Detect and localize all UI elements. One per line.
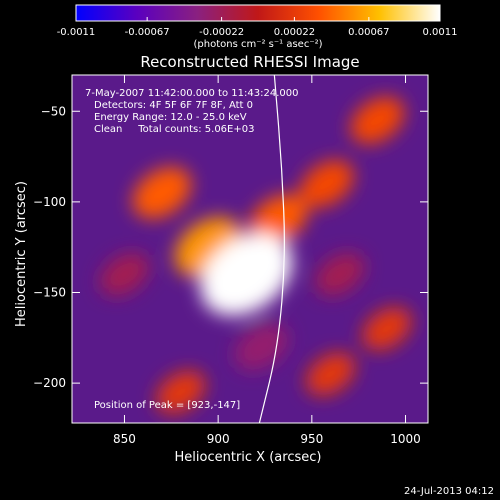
generation-date: 24-Jul-2013 04:12	[404, 486, 494, 497]
annotation-detectors: Detectors: 4F 5F 6F 7F 8F, Att 0	[94, 100, 253, 111]
heatmap-plot-area	[71, 74, 429, 424]
annotation-energy-range: Energy Range: 12.0 - 25.0 keV	[94, 112, 247, 123]
annotation-peak-position: Position of Peak = [923,-147]	[94, 400, 240, 411]
annotation-clean-counts: Clean Total counts: 5.06E+03	[94, 124, 254, 135]
colorbar-tick-label: -0.00022	[199, 27, 244, 38]
plot-frame	[71, 74, 429, 424]
heatmap-feature	[156, 370, 206, 414]
colorbar-tick-label: 0.0011	[423, 27, 458, 38]
x-tick-label: 900	[207, 432, 230, 446]
x-axis-title: Heliocentric X (arcsec)	[175, 450, 322, 465]
colorbar-ticks: -0.0011 -0.00067 -0.00022 0.00022 0.00067 0.0…	[57, 17, 458, 38]
y-tick-label: −150	[33, 286, 66, 300]
colorbar-tick-label: 0.00067	[348, 27, 389, 38]
heatmap-feature	[132, 167, 192, 219]
x-tick-label: 1000	[390, 432, 421, 446]
colorbar-tick-label: -0.00067	[125, 27, 170, 38]
y-axis-ticks: −50 −100 −150 −200	[33, 104, 428, 390]
colorbar-tick-label: 0.00022	[274, 27, 315, 38]
heatmap-feature	[99, 252, 149, 296]
heatmap-feature	[315, 252, 365, 296]
colorbar-tick-label: -0.0011	[57, 27, 96, 38]
x-axis-ticks: 850 900 950 1000	[113, 75, 421, 446]
y-tick-label: −50	[41, 104, 66, 118]
chart-title: Reconstructed RHESSI Image	[140, 53, 359, 71]
x-tick-label: 850	[113, 432, 136, 446]
heatmap-feature	[306, 352, 356, 396]
colorbar-unit-label: (photons cm⁻² s⁻¹ asec⁻²)	[193, 39, 322, 50]
heatmap-feature	[299, 160, 354, 208]
y-tick-label: −200	[33, 376, 66, 390]
x-tick-label: 950	[300, 432, 323, 446]
y-axis-title: Heliocentric Y (arcsec)	[14, 181, 29, 327]
annotation-time-range: 7-May-2007 11:42:00.000 to 11:43:24.000	[85, 88, 298, 99]
heatmap-feature	[350, 96, 405, 144]
heatmap-feature	[248, 194, 308, 246]
heatmap-peak-core	[243, 273, 280, 302]
colorbar	[75, 4, 441, 22]
heatmap-feature	[362, 307, 412, 351]
y-tick-label: −100	[33, 195, 66, 209]
solar-limb-curve	[258, 75, 285, 423]
